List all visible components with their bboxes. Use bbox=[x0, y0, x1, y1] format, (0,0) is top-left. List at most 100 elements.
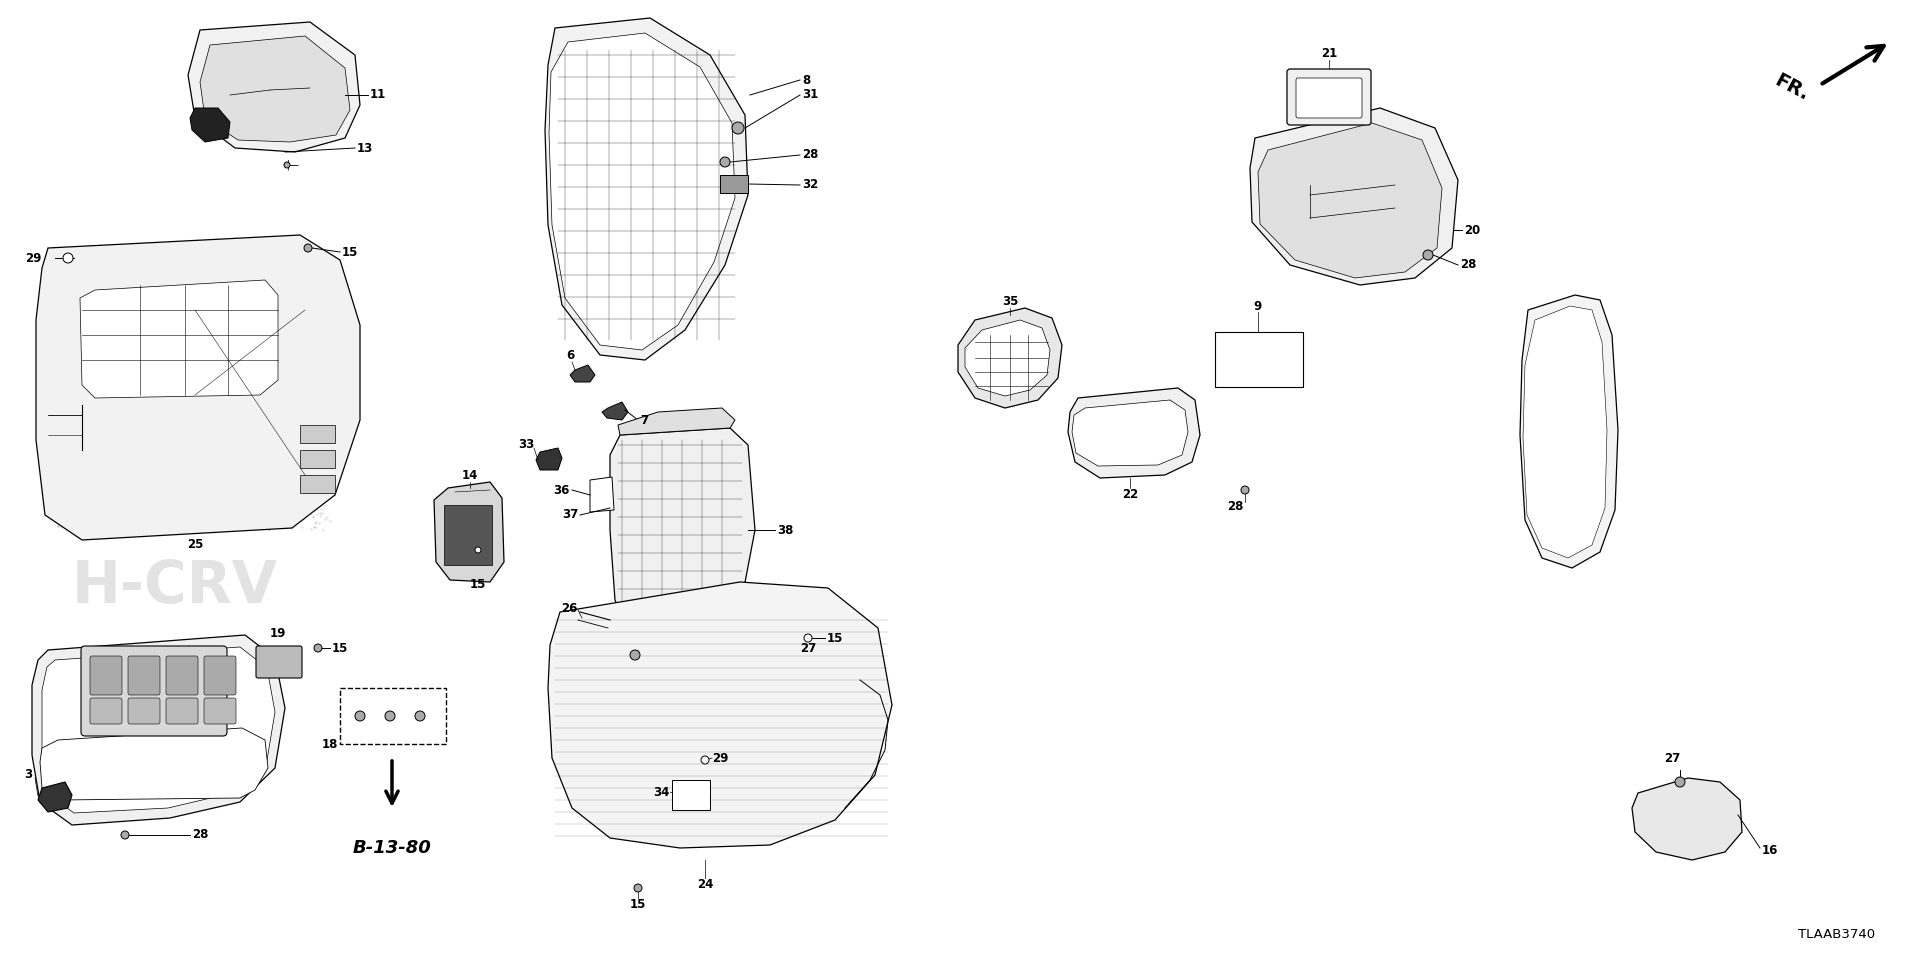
Point bbox=[129, 350, 159, 366]
Text: 3: 3 bbox=[23, 769, 33, 781]
Point bbox=[163, 405, 194, 420]
Point bbox=[250, 382, 280, 397]
Point bbox=[79, 427, 109, 443]
Point bbox=[131, 257, 161, 273]
Point bbox=[275, 478, 305, 493]
Point bbox=[65, 424, 96, 440]
Text: 9: 9 bbox=[1254, 300, 1261, 313]
Point bbox=[246, 352, 276, 368]
Polygon shape bbox=[958, 308, 1062, 408]
Point bbox=[161, 409, 192, 424]
Point bbox=[177, 415, 207, 430]
Point bbox=[71, 313, 102, 328]
Point bbox=[94, 271, 125, 286]
Point bbox=[67, 383, 98, 398]
Point bbox=[83, 267, 113, 282]
Point bbox=[113, 490, 144, 505]
Point bbox=[196, 490, 227, 505]
Point bbox=[294, 482, 324, 497]
Point bbox=[88, 476, 119, 492]
Point bbox=[230, 372, 261, 387]
Point bbox=[246, 417, 276, 432]
Point bbox=[50, 261, 81, 276]
Point bbox=[111, 397, 142, 413]
Point bbox=[96, 325, 127, 341]
Point bbox=[228, 431, 259, 446]
Point bbox=[111, 304, 142, 320]
Point bbox=[109, 391, 140, 406]
Point bbox=[136, 320, 167, 335]
Point bbox=[309, 286, 340, 301]
Point bbox=[111, 357, 142, 372]
Point bbox=[300, 405, 330, 420]
Point bbox=[54, 444, 84, 460]
Point bbox=[175, 318, 205, 333]
Point bbox=[140, 384, 171, 399]
Point bbox=[86, 292, 117, 307]
Point bbox=[309, 472, 340, 488]
Point bbox=[150, 297, 180, 312]
Point bbox=[217, 458, 248, 473]
Point bbox=[282, 449, 313, 465]
Point bbox=[236, 483, 267, 498]
Point bbox=[40, 326, 71, 342]
Point bbox=[246, 447, 276, 463]
Point bbox=[138, 268, 169, 283]
Point bbox=[173, 425, 204, 441]
Point bbox=[184, 283, 215, 299]
Point bbox=[188, 395, 219, 410]
Point bbox=[311, 383, 342, 398]
Text: H-CRV: H-CRV bbox=[73, 558, 278, 615]
Point bbox=[200, 501, 230, 516]
Point bbox=[148, 410, 179, 425]
Point bbox=[44, 309, 75, 324]
Point bbox=[298, 441, 328, 456]
Point bbox=[150, 378, 180, 394]
Point bbox=[250, 375, 280, 391]
Point bbox=[67, 490, 98, 505]
Point bbox=[167, 455, 198, 470]
Point bbox=[202, 512, 232, 527]
Point bbox=[171, 447, 202, 463]
Point bbox=[207, 494, 238, 510]
Point bbox=[242, 399, 273, 415]
Point bbox=[111, 482, 142, 497]
Polygon shape bbox=[611, 428, 755, 648]
Text: 38: 38 bbox=[778, 523, 793, 537]
FancyBboxPatch shape bbox=[129, 698, 159, 724]
Point bbox=[167, 254, 198, 270]
Point bbox=[230, 274, 261, 289]
Point bbox=[84, 460, 115, 475]
Point bbox=[250, 425, 280, 441]
Point bbox=[301, 335, 332, 350]
Point bbox=[309, 458, 340, 473]
Point bbox=[271, 286, 301, 301]
Point bbox=[177, 426, 207, 442]
Point bbox=[311, 273, 342, 288]
Point bbox=[92, 414, 123, 429]
Point bbox=[121, 364, 152, 379]
Point bbox=[67, 489, 98, 504]
Point bbox=[273, 248, 303, 263]
Point bbox=[213, 331, 244, 347]
Point bbox=[154, 436, 184, 451]
Point bbox=[188, 517, 219, 533]
Point bbox=[196, 279, 227, 295]
Point bbox=[54, 287, 84, 302]
Point bbox=[303, 364, 334, 379]
Point bbox=[156, 445, 186, 461]
Point bbox=[50, 455, 81, 470]
Point bbox=[267, 454, 298, 469]
Point bbox=[123, 408, 154, 423]
Point bbox=[271, 248, 301, 263]
Point bbox=[83, 319, 113, 334]
Point bbox=[177, 355, 207, 371]
Point bbox=[88, 467, 119, 482]
Point bbox=[252, 330, 282, 346]
Point bbox=[111, 367, 142, 382]
Point bbox=[73, 506, 104, 521]
Point bbox=[276, 507, 307, 522]
Point bbox=[92, 290, 123, 305]
Point bbox=[177, 351, 207, 367]
Point bbox=[188, 278, 219, 294]
